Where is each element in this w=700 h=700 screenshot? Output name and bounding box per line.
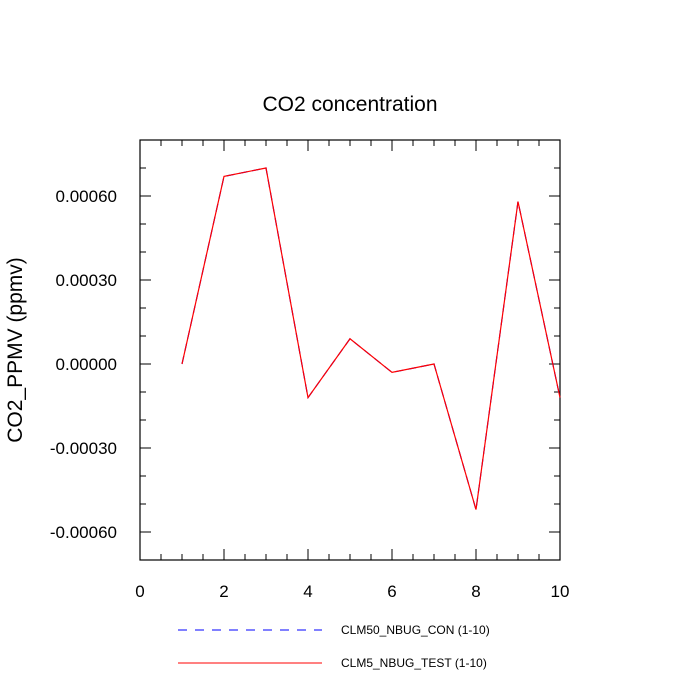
y-axis-label: CO2_PPMV (ppmv) bbox=[4, 257, 27, 443]
y-tick-label: 0.00000 bbox=[56, 355, 117, 374]
x-tick-label: 6 bbox=[387, 582, 396, 601]
y-tick-label: -0.00060 bbox=[50, 523, 117, 542]
legend: CLM50_NBUG_CON (1-10) CLM5_NBUG_TEST (1-1… bbox=[178, 623, 490, 670]
series-layer bbox=[181, 167, 561, 510]
x-tick-label: 4 bbox=[303, 582, 312, 601]
series-line-1 bbox=[181, 167, 561, 510]
plot-frame bbox=[139, 139, 561, 561]
series-line-2 bbox=[181, 167, 561, 510]
y-tick-label: 0.00030 bbox=[56, 271, 117, 290]
y-tick-label: 0.00060 bbox=[56, 187, 117, 206]
x-tick-label: 0 bbox=[135, 582, 144, 601]
y-axis-ticks: -0.00060 -0.00030 0.00000 0.00030 0.00060 bbox=[50, 139, 560, 561]
x-tick-label: 8 bbox=[471, 582, 480, 601]
legend-label-2: CLM5_NBUG_TEST (1-10) bbox=[341, 656, 487, 670]
legend-label-1: CLM50_NBUG_CON (1-10) bbox=[341, 623, 490, 637]
x-tick-label: 2 bbox=[219, 582, 228, 601]
x-tick-label: 10 bbox=[551, 582, 570, 601]
chart-title: CO2 concentration bbox=[262, 93, 437, 116]
y-tick-label: -0.00030 bbox=[50, 439, 117, 458]
x-axis-ticks: 0 2 4 6 8 10 bbox=[135, 140, 569, 601]
